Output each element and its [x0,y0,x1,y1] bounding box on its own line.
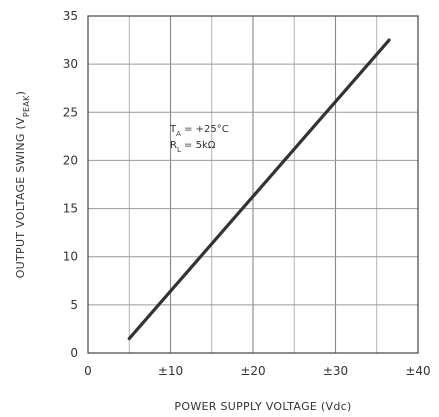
y-axis-title-sub: PEAK [22,95,31,117]
y-axis-title-end: ) [14,91,27,96]
y-tick-labels: 0 5 10 15 20 25 30 35 [63,9,78,360]
y-axis-title: OUTPUT VOLTAGE SWING (VPEAK) [14,91,31,279]
x-axis-title: POWER SUPPLY VOLTAGE (Vdc) [174,400,351,413]
series-line [127,38,391,341]
x-tick-label: ±20 [240,364,265,378]
y-tick-label: 25 [63,105,78,119]
y-tick-label: 30 [63,57,78,71]
annotation-load-resistance-rest: = 5kΩ [181,140,216,151]
y-tick-label: 20 [63,153,78,167]
x-tick-label: ±10 [158,364,183,378]
y-tick-label: 35 [63,9,78,23]
x-tick-labels: 0 ±10 ±20 ±30 ±40 [84,364,430,378]
annotation-temperature-main: T [169,124,177,135]
y-axis-title-main: OUTPUT VOLTAGE SWING (V [14,117,27,278]
plot-frame [87,15,419,354]
x-tick-label: ±30 [323,364,348,378]
y-tick-label: 15 [63,202,78,216]
x-tick-label: 0 [84,364,92,378]
y-tick-label: 5 [70,298,78,312]
annotation-load-resistance-main: R [170,140,177,151]
annotation-load-resistance: RL = 5kΩ [170,140,216,154]
annotation-load-resistance-sub: L [177,146,181,154]
y-tick-label: 0 [70,346,78,360]
annotation-temperature-sub: A [176,130,181,138]
grid [88,16,418,353]
x-tick-label: ±40 [405,364,430,378]
annotation-temperature: TA = +25°C [169,124,229,138]
y-tick-label: 10 [63,250,78,264]
annotation-temperature-rest: = +25°C [181,124,229,135]
series [127,38,391,341]
